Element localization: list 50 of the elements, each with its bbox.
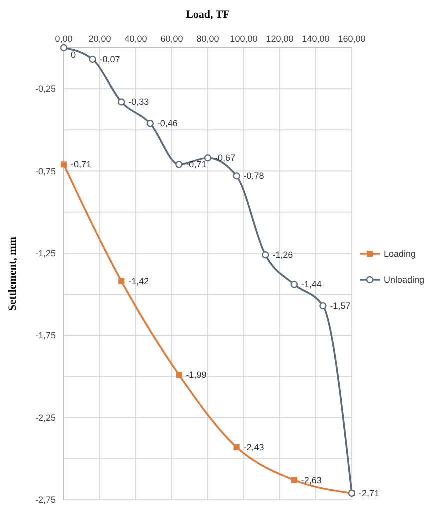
data-label: -1,42 xyxy=(128,276,150,286)
point xyxy=(118,278,125,284)
x-tick-label: 120,00 xyxy=(266,34,294,44)
data-label: -0,78 xyxy=(244,171,264,182)
point xyxy=(146,120,154,128)
y-tick-label: -2,25 xyxy=(35,412,56,423)
y-axis-title: Settlement, mm xyxy=(7,237,19,311)
x-tick-label: 160,00 xyxy=(338,34,366,44)
data-label: -2,71 xyxy=(359,488,380,498)
point xyxy=(290,281,298,288)
data-label: -2,63 xyxy=(301,475,322,486)
point xyxy=(291,477,298,484)
y-tick-label: -0,25 xyxy=(35,84,56,94)
data-label: 0 xyxy=(71,50,76,60)
point xyxy=(234,444,240,450)
x-tick-label: 0,00 xyxy=(55,34,73,44)
point xyxy=(89,56,96,64)
x-tick-label: 20,00 xyxy=(88,34,112,44)
data-label: -1,99 xyxy=(186,370,207,380)
data-label: -2,43 xyxy=(244,442,264,452)
data-label: -1,26 xyxy=(272,250,294,260)
y-tick-label: -1,75 xyxy=(35,330,56,341)
point xyxy=(320,302,327,310)
point xyxy=(61,162,67,168)
point xyxy=(233,172,240,180)
y-tick-label: -1,25 xyxy=(35,248,56,258)
point xyxy=(118,98,126,106)
data-label: -0,67 xyxy=(215,153,236,164)
x-tick-label: 80,00 xyxy=(196,34,220,44)
x-tick-label: 60,00 xyxy=(160,34,184,44)
data-label: -0,07 xyxy=(100,54,120,65)
data-label: -0,33 xyxy=(128,97,150,108)
x-tick-label: 100,00 xyxy=(230,34,258,44)
point xyxy=(204,154,212,162)
legend-label: Loading xyxy=(384,249,416,259)
point xyxy=(176,161,183,168)
data-label: -0,46 xyxy=(157,118,178,129)
x-axis-title: Load, TF xyxy=(186,9,230,21)
y-tick-label: -0,75 xyxy=(35,166,56,176)
data-label: -1,44 xyxy=(301,280,322,290)
data-label: -0,71 xyxy=(186,160,207,170)
data-label: -0,71 xyxy=(71,160,92,170)
point xyxy=(60,44,68,52)
legend-label: Unloading xyxy=(384,275,425,285)
point xyxy=(262,252,270,259)
x-tick-label: 140,00 xyxy=(302,34,330,44)
point xyxy=(176,372,182,378)
x-tick-label: 40,00 xyxy=(124,34,148,44)
data-label: -1,57 xyxy=(330,301,351,312)
y-tick-label: -2,75 xyxy=(35,495,56,505)
